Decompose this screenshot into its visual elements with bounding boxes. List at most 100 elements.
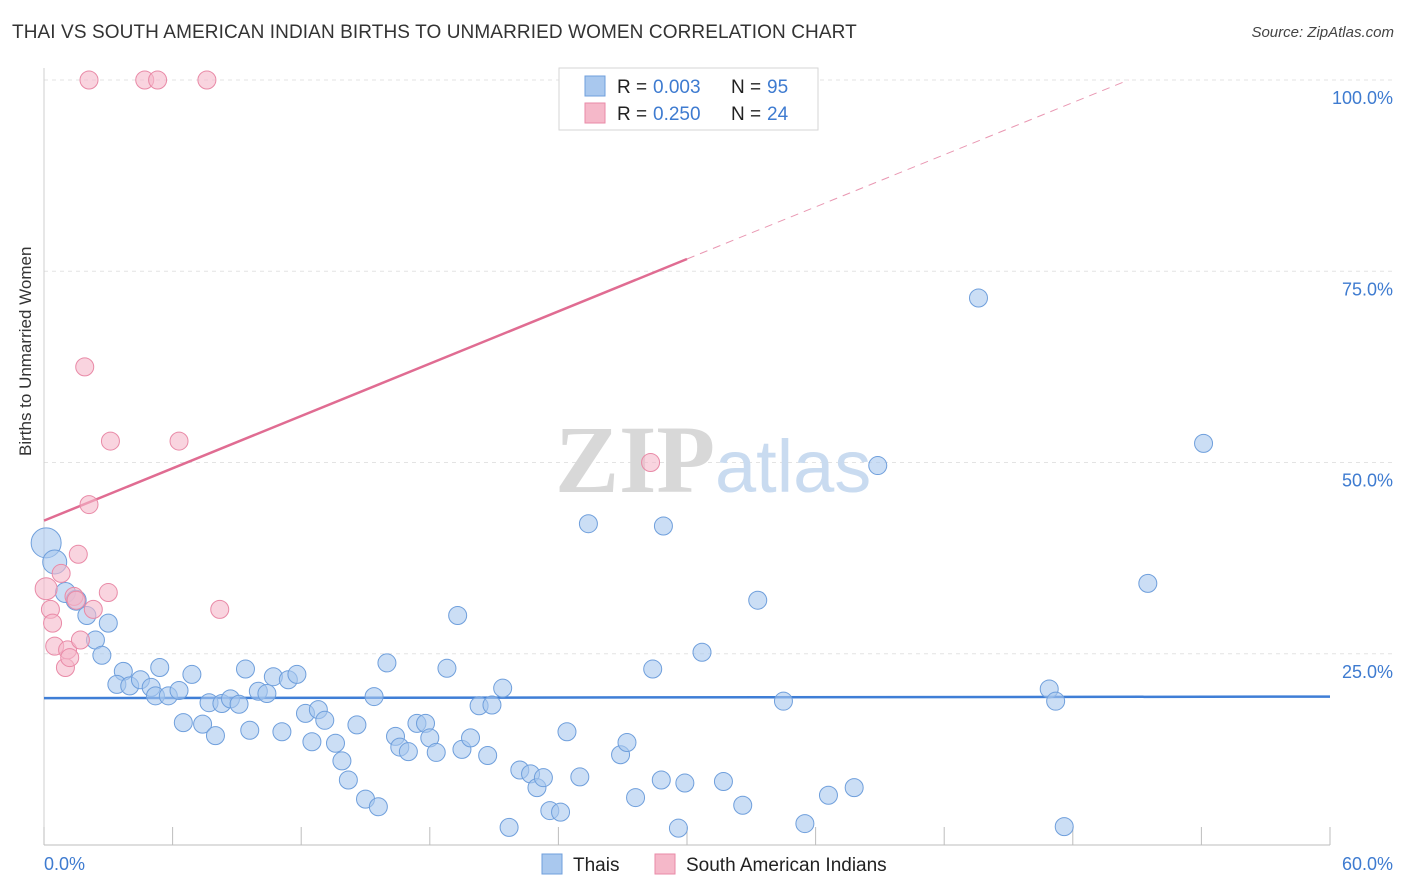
legend-bottom-label: South American Indians bbox=[686, 855, 887, 876]
legend-swatch bbox=[584, 75, 606, 97]
point-thais bbox=[398, 742, 418, 762]
point-thais bbox=[795, 814, 815, 834]
point-thais bbox=[692, 642, 712, 662]
y-tick-label: 25.0% bbox=[1342, 662, 1393, 682]
point-thais bbox=[1046, 691, 1066, 711]
point-south-american-indians bbox=[98, 583, 118, 603]
point-south-american-indians bbox=[60, 648, 80, 668]
point-thais bbox=[448, 606, 468, 625]
point-thais bbox=[257, 684, 277, 704]
point-thais bbox=[578, 514, 598, 534]
watermark-atlas: atlas bbox=[715, 425, 871, 508]
chart-title: THAI VS SOUTH AMERICAN INDIAN BIRTHS TO … bbox=[12, 22, 857, 43]
point-thais bbox=[302, 732, 322, 752]
point-south-american-indians bbox=[51, 563, 71, 583]
point-thais bbox=[315, 710, 335, 730]
point-thais bbox=[533, 768, 553, 788]
legend-n-value: 24 bbox=[767, 104, 789, 125]
x-tick-label-max: 60.0% bbox=[1342, 854, 1393, 874]
point-thais bbox=[1054, 817, 1074, 837]
point-south-american-indians bbox=[83, 599, 103, 619]
point-thais bbox=[240, 720, 260, 740]
point-south-american-indians bbox=[148, 70, 168, 90]
point-thais bbox=[169, 680, 189, 700]
y-tick-labels: 25.0% 50.0% 75.0% 100.0% bbox=[1332, 88, 1393, 682]
point-thais bbox=[748, 590, 768, 610]
grid-lines bbox=[44, 79, 1392, 655]
point-thais bbox=[551, 802, 571, 822]
point-thais bbox=[626, 788, 646, 808]
point-thais bbox=[1138, 573, 1158, 593]
point-thais bbox=[287, 664, 307, 684]
point-thais bbox=[773, 691, 793, 711]
legend-r-label: R = bbox=[617, 104, 647, 125]
point-thais bbox=[205, 726, 225, 746]
point-thais bbox=[844, 778, 864, 798]
point-south-american-indians bbox=[210, 599, 230, 619]
point-thais bbox=[437, 658, 457, 678]
point-thais bbox=[368, 797, 388, 817]
point-thais bbox=[235, 659, 255, 679]
legend-bottom-label: Thais bbox=[573, 855, 619, 876]
point-thais bbox=[651, 770, 671, 790]
point-thais bbox=[347, 715, 367, 735]
point-thais bbox=[653, 516, 673, 536]
point-thais bbox=[868, 456, 888, 476]
point-south-american-indians bbox=[34, 577, 58, 601]
point-south-american-indians bbox=[100, 431, 120, 451]
point-south-american-indians bbox=[197, 70, 217, 90]
point-thais bbox=[713, 772, 733, 792]
point-thais bbox=[338, 770, 358, 790]
point-south-american-indians bbox=[169, 431, 189, 451]
x-tick-label-min: 0.0% bbox=[44, 854, 85, 874]
point-south-american-indians bbox=[43, 613, 63, 633]
watermark-zip: ZIP bbox=[555, 406, 715, 513]
point-thais bbox=[150, 658, 170, 678]
legend-stats: R = 0.003 N = 95 R = 0.250 N = 24 bbox=[558, 67, 819, 131]
point-south-american-indians bbox=[641, 453, 661, 472]
chart-source: Source: ZipAtlas.com bbox=[1251, 24, 1394, 41]
point-thais bbox=[643, 659, 663, 679]
legend-n-label: N = bbox=[731, 77, 761, 98]
point-thais bbox=[229, 694, 249, 714]
point-thais bbox=[272, 722, 292, 742]
y-tick-label: 75.0% bbox=[1342, 279, 1393, 299]
y-tick-label: 50.0% bbox=[1342, 471, 1393, 491]
point-thais bbox=[173, 713, 193, 733]
point-thais bbox=[557, 722, 577, 742]
point-south-american-indians bbox=[66, 590, 86, 610]
point-thais bbox=[617, 732, 637, 752]
point-thais bbox=[968, 288, 988, 308]
trend-line-south-american-indians-extension bbox=[686, 79, 1129, 260]
y-tick-label: 100.0% bbox=[1332, 88, 1393, 108]
trend-line-south-american-indians bbox=[43, 257, 688, 522]
point-south-american-indians bbox=[79, 495, 99, 515]
point-thais bbox=[461, 728, 481, 748]
point-thais bbox=[332, 751, 352, 771]
point-thais bbox=[668, 818, 688, 838]
point-south-american-indians bbox=[79, 70, 99, 90]
point-thais bbox=[570, 767, 590, 787]
legend-r-value: 0.250 bbox=[653, 104, 701, 125]
point-thais bbox=[325, 733, 345, 753]
legend-swatch bbox=[584, 102, 606, 124]
point-thais bbox=[193, 714, 213, 734]
axes bbox=[43, 68, 1331, 846]
point-thais bbox=[92, 645, 112, 665]
point-thais bbox=[1194, 433, 1214, 453]
point-thais bbox=[733, 795, 753, 815]
point-thais bbox=[98, 613, 118, 633]
legend-bottom-swatch bbox=[654, 853, 676, 875]
legend-n-value: 95 bbox=[767, 77, 788, 98]
point-thais bbox=[818, 785, 838, 805]
trend-lines bbox=[43, 79, 1331, 700]
legend-n-label: N = bbox=[731, 104, 761, 125]
point-thais bbox=[182, 664, 202, 684]
point-south-american-indians bbox=[70, 630, 90, 650]
legend-r-label: R = bbox=[617, 77, 647, 98]
legend-r-value: 0.003 bbox=[653, 77, 701, 98]
point-south-american-indians bbox=[75, 357, 95, 377]
point-thais bbox=[364, 687, 384, 707]
point-thais bbox=[377, 653, 397, 673]
